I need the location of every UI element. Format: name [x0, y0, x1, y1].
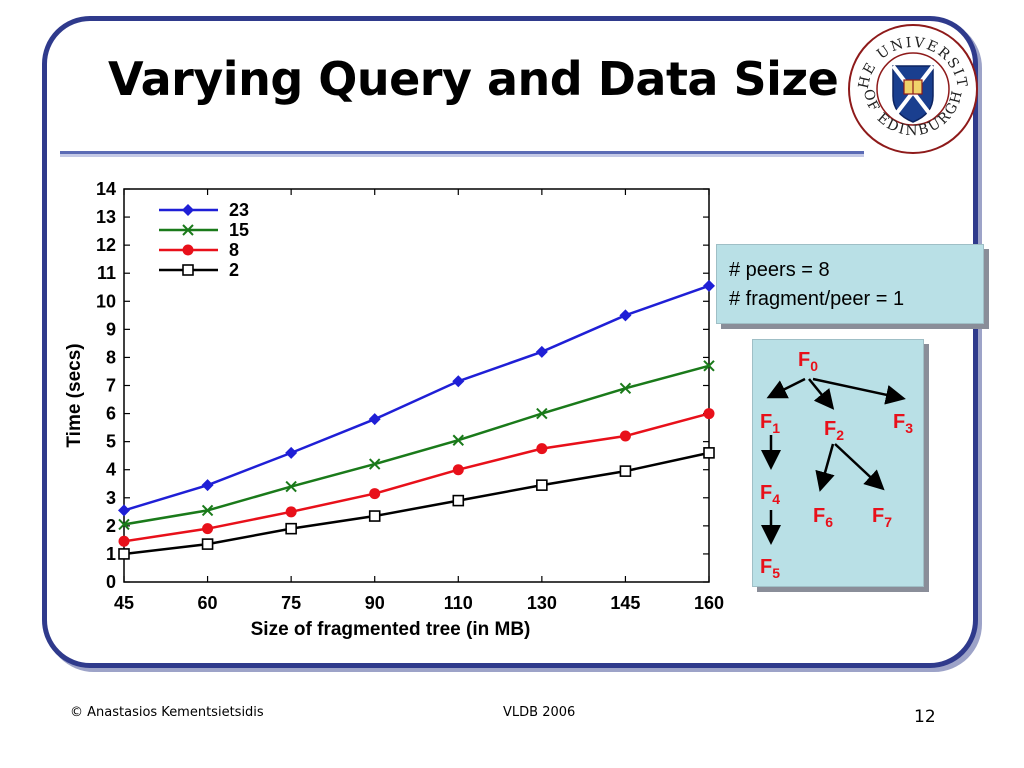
y-axis-label: Time (secs): [64, 343, 85, 447]
tree-node-f1: F1: [760, 411, 780, 436]
data-point: [703, 360, 715, 372]
legend-label: 15: [229, 220, 249, 240]
data-point: [285, 506, 297, 518]
tree-node-f5: F5: [760, 556, 780, 581]
x-tick-label: 145: [610, 593, 640, 613]
data-point: [619, 430, 631, 442]
data-point: [536, 479, 548, 491]
data-point: [201, 538, 214, 550]
data-point: [703, 447, 715, 459]
data-point: [536, 407, 548, 420]
y-tick-label: 5: [106, 432, 116, 452]
x-tick-label: 110: [444, 593, 473, 613]
y-tick-label: 2: [106, 516, 116, 536]
y-tick-label: 4: [106, 460, 116, 480]
y-tick-label: 6: [106, 404, 116, 424]
tree-node-f2: F2: [824, 418, 844, 443]
tree-node-f0: F0: [798, 349, 818, 374]
footer-venue: VLDB 2006: [503, 705, 576, 720]
legend-label: 23: [229, 200, 249, 220]
data-point: [619, 465, 632, 477]
data-point: [369, 488, 381, 500]
data-point: [452, 494, 465, 507]
tree-edge: [812, 377, 906, 405]
data-point: [535, 345, 548, 358]
y-tick-label: 0: [106, 572, 116, 592]
x-axis-label: Size of fragmented tree (in MB): [251, 619, 531, 640]
data-point: [285, 522, 297, 535]
x-tick-label: 160: [694, 593, 724, 613]
series-2: [118, 447, 715, 560]
series-line: [123, 284, 710, 512]
data-point: [452, 464, 464, 476]
footer-author: © Anastasios Kementsietsidis: [70, 705, 264, 720]
data-point: [201, 479, 214, 492]
data-point: [118, 548, 130, 560]
y-tick-label: 8: [106, 347, 116, 367]
page-number: 12: [914, 707, 936, 727]
data-point: [182, 264, 194, 276]
data-point: [368, 413, 381, 426]
plot-area: [123, 188, 710, 583]
y-tick-label: 14: [96, 179, 116, 199]
fragments-per-peer-label: # fragment/peer = 1: [729, 288, 905, 310]
series-15: [118, 360, 715, 531]
data-point: [369, 458, 381, 470]
x-tick-label: 75: [281, 593, 301, 613]
data-point: [182, 204, 194, 216]
slide-title: Varying Query and Data Size: [108, 52, 839, 106]
parameters-box: # peers = 8 # fragment/peer = 1: [716, 244, 984, 324]
data-point: [452, 375, 465, 388]
tree-edge: [766, 377, 806, 399]
y-tick-label: 10: [96, 291, 116, 311]
y-tick-label: 1: [106, 544, 116, 564]
peers-count-label: # peers = 8: [729, 259, 830, 281]
series-line: [123, 364, 710, 526]
tree-node-f6: F6: [813, 505, 833, 530]
x-tick-label: 45: [114, 593, 134, 613]
data-point: [536, 443, 548, 455]
series-line: [123, 412, 710, 543]
x-tick-label: 60: [198, 593, 218, 613]
series-23: [118, 279, 715, 517]
university-crest-logo: THE UNIVERSITY OF EDINBURGH: [846, 22, 978, 154]
tree-node-f7: F7: [872, 505, 892, 530]
tree-node-f3: F3: [893, 411, 913, 436]
data-point: [619, 382, 632, 395]
series-line: [123, 451, 710, 556]
y-tick-label: 3: [106, 488, 116, 508]
data-point: [182, 224, 194, 236]
y-tick-label: 11: [97, 263, 116, 283]
tree-node-f4: F4: [760, 482, 780, 507]
data-point: [703, 279, 715, 292]
data-point: [452, 434, 464, 446]
data-point: [285, 480, 297, 493]
data-point: [285, 446, 298, 459]
series-8: [118, 408, 715, 547]
fragment-tree-diagram: F0 F1 F2 F3 F4 F5 F6 F7: [752, 339, 924, 587]
title-divider: [60, 151, 864, 157]
y-tick-label: 7: [106, 376, 116, 396]
data-point: [202, 523, 214, 535]
data-point: [118, 504, 130, 517]
y-tick-label: 13: [96, 207, 116, 227]
data-point: [368, 510, 381, 522]
data-point: [182, 244, 194, 256]
legend-label: 2: [229, 260, 239, 280]
y-tick-label: 9: [106, 319, 116, 339]
x-tick-label: 90: [365, 593, 385, 613]
legend-label: 8: [229, 240, 239, 260]
data-point: [118, 535, 130, 547]
data-point: [201, 504, 214, 517]
data-point: [619, 309, 632, 322]
tree-edge: [834, 443, 885, 491]
tree-edge: [815, 443, 835, 492]
tree-edge: [808, 378, 835, 410]
x-tick-label: 130: [527, 593, 557, 613]
data-point: [703, 408, 715, 420]
data-point: [118, 518, 130, 531]
y-tick-label: 12: [96, 235, 116, 255]
